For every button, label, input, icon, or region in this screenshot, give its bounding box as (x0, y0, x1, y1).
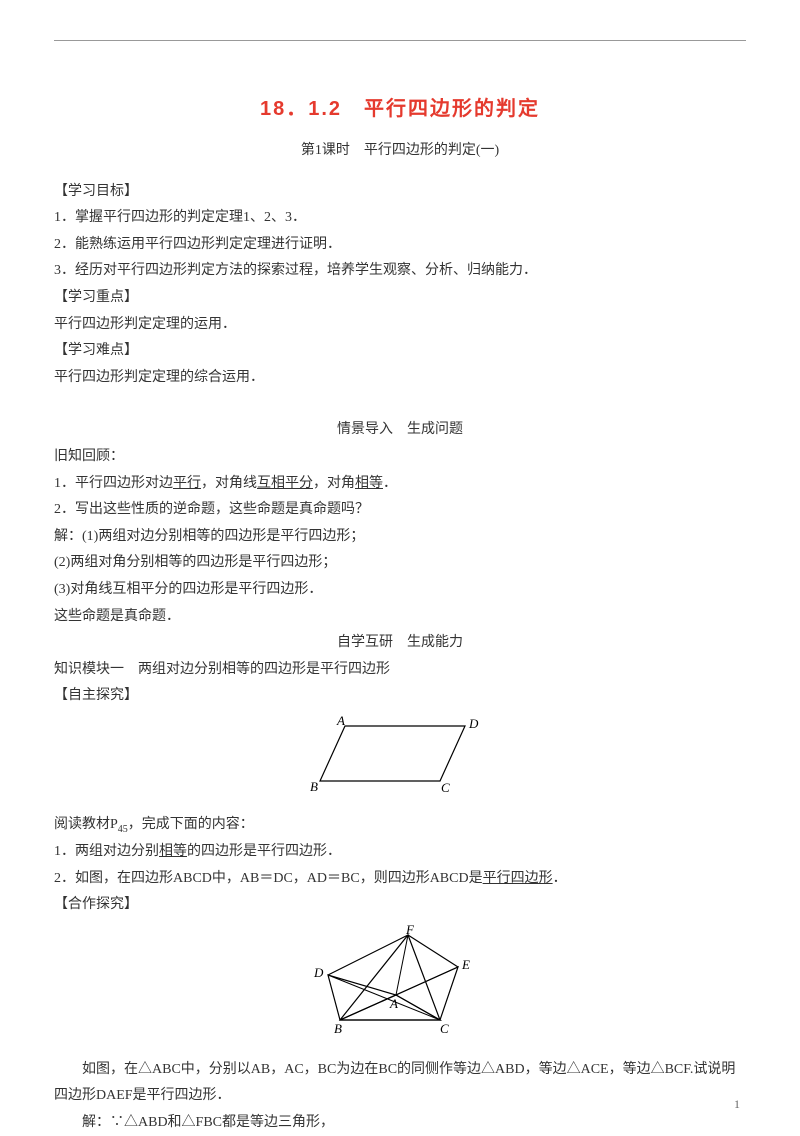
label2-B: B (334, 1021, 342, 1036)
read-page: 45 (118, 824, 128, 835)
triangle-ace (396, 967, 458, 1020)
point2-post: ． (553, 871, 567, 886)
solution-label: 解： (54, 529, 82, 544)
label2-F: F (405, 925, 415, 937)
review1-u1: 平行 (173, 476, 201, 491)
old-review-label: 旧知回顾： (54, 444, 746, 471)
line-be (340, 967, 458, 1020)
parallelogram-shape (320, 726, 465, 781)
document-subtitle: 第1课时 平行四边形的判定(一) (54, 138, 746, 165)
point1-post: 的四边形是平行四边形． (187, 844, 341, 859)
point1-pre: 1．两组对边分别 (54, 844, 159, 859)
difficulty-text: 平行四边形判定定理的综合运用． (54, 365, 746, 392)
label-D: D (468, 716, 479, 731)
page: 18．1.2 平行四边形的判定 第1课时 平行四边形的判定(一) 【学习目标】 … (0, 0, 800, 1134)
solution-3: (3)对角线互相平分的四边形是平行四边形． (54, 577, 746, 604)
label2-E: E (461, 957, 470, 972)
label-A: A (336, 716, 345, 728)
read-post: ，完成下面的内容： (128, 817, 254, 832)
triangle-abd (328, 975, 396, 1020)
point2-pre: 2．如图，在四边形ABCD中，AB＝DC，AD＝BC，则四边形ABCD是 (54, 871, 483, 886)
review1-pre: 1．平行四边形对边 (54, 476, 173, 491)
true-statement: 这些命题是真命题． (54, 604, 746, 631)
solution-1: (1)两组对边分别相等的四边形是平行四边形； (82, 529, 364, 544)
coop-solution-start: 解：∵△ABD和△FBC都是等边三角形， (54, 1110, 746, 1136)
review1-mid1: ，对角线 (201, 476, 257, 491)
self-explore-header: 【自主探究】 (54, 683, 746, 710)
solution-2: (2)两组对角分别相等的四边形是平行四边形； (54, 550, 746, 577)
selfstudy-header: 自学互研 生成能力 (54, 630, 746, 657)
solution-line-1: 解：(1)两组对边分别相等的四边形是平行四边形； (54, 524, 746, 551)
review1-u3: 相等 (355, 476, 383, 491)
line-af (396, 935, 408, 995)
label-C: C (441, 780, 450, 795)
composite-svg: B C A D E F (310, 925, 490, 1040)
objectives-header: 【学习目标】 (54, 179, 746, 206)
point2-u: 平行四边形 (483, 871, 553, 886)
page-number: 1 (734, 1093, 740, 1116)
review-line-2: 2．写出这些性质的逆命题，这些命题是真命题吗？ (54, 497, 746, 524)
figure-composite: B C A D E F (54, 925, 746, 1051)
label-B: B (310, 779, 318, 794)
line-df (328, 935, 408, 975)
top-horizontal-rule (54, 40, 746, 41)
difficulty-header: 【学习难点】 (54, 338, 746, 365)
point1-u: 相等 (159, 844, 187, 859)
label2-C: C (440, 1021, 449, 1036)
review1-end: ． (383, 476, 397, 491)
point-1: 1．两组对边分别相等的四边形是平行四边形． (54, 839, 746, 866)
figure-parallelogram: A D B C (54, 716, 746, 807)
keypoint-text: 平行四边形判定定理的运用． (54, 312, 746, 339)
parallelogram-svg: A D B C (305, 716, 495, 796)
document-title: 18．1.2 平行四边形的判定 (54, 90, 746, 128)
point-2: 2．如图，在四边形ABCD中，AB＝DC，AD＝BC，则四边形ABCD是平行四边… (54, 866, 746, 893)
module1-title: 知识模块一 两组对边分别相等的四边形是平行四边形 (54, 657, 746, 684)
review-line-1: 1．平行四边形对边平行，对角线互相平分，对角相等． (54, 471, 746, 498)
objective-1: 1．掌握平行四边形的判定定理1、2、3． (54, 205, 746, 232)
objective-2: 2．能熟练运用平行四边形判定定理进行证明． (54, 232, 746, 259)
coop-problem-text: 如图，在△ABC中，分别以AB，AC，BC为边在BC的同侧作等边△ABD，等边△… (54, 1057, 746, 1110)
label2-D: D (313, 965, 324, 980)
spacer (54, 391, 746, 417)
review1-u2: 互相平分 (257, 476, 313, 491)
keypoint-header: 【学习重点】 (54, 285, 746, 312)
read-pre: 阅读教材P (54, 817, 118, 832)
review1-mid2: ，对角 (313, 476, 355, 491)
line-fe (408, 935, 458, 967)
read-text: 阅读教材P45，完成下面的内容： (54, 812, 746, 839)
scene-header: 情景导入 生成问题 (54, 417, 746, 444)
coop-explore-header: 【合作探究】 (54, 892, 746, 919)
objective-3: 3．经历对平行四边形判定方法的探索过程，培养学生观察、分析、归纳能力． (54, 258, 746, 285)
label2-A: A (389, 996, 398, 1011)
